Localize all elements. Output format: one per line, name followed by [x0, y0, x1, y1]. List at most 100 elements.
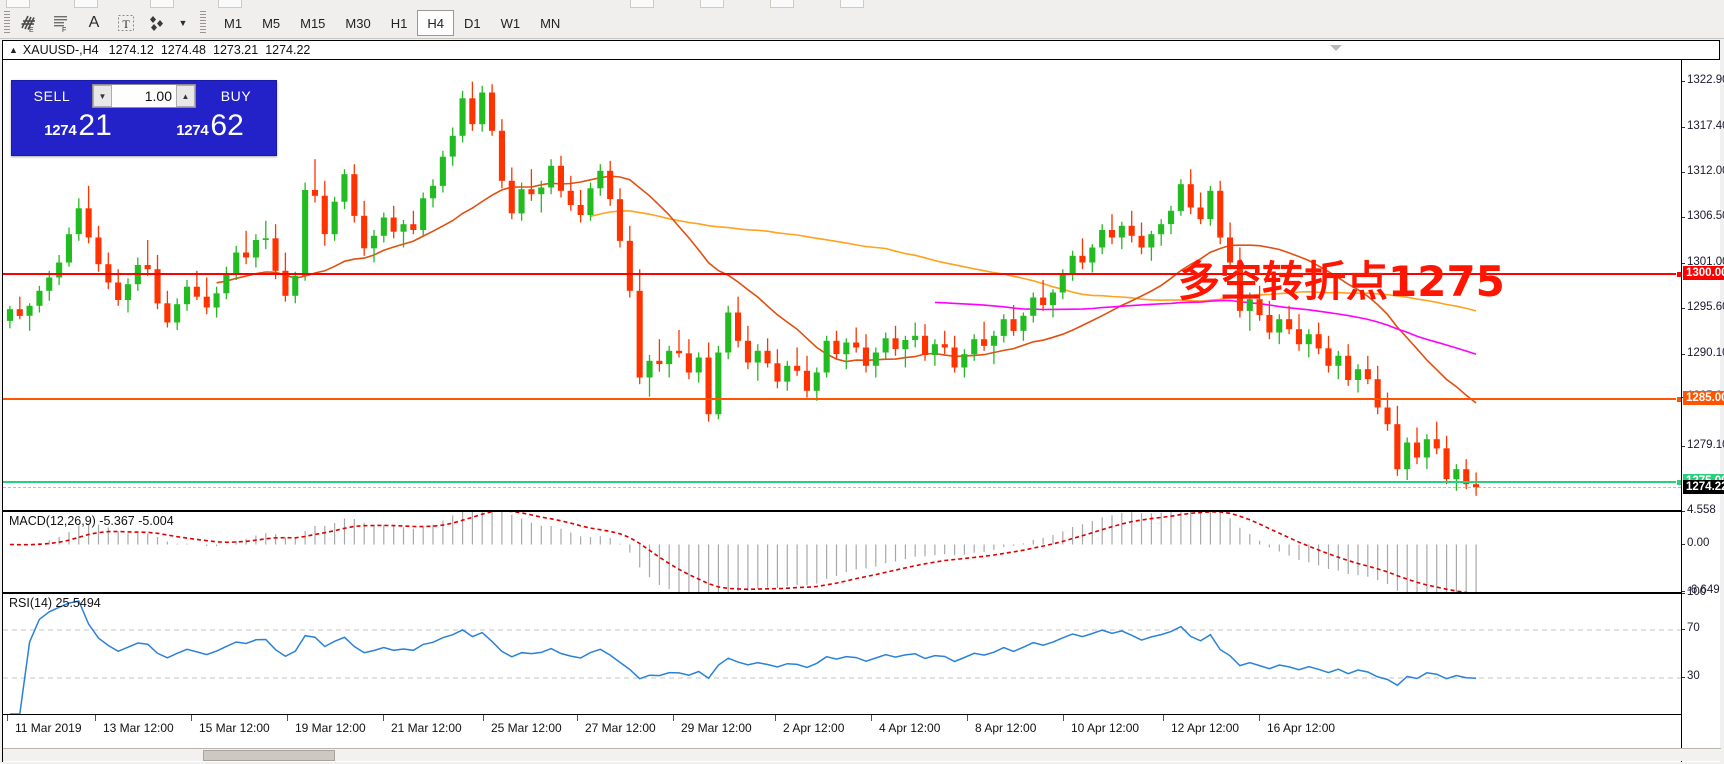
price-tick-label: 1322.90 [1687, 73, 1724, 86]
sell-price-display[interactable]: 1274 21 [15, 111, 141, 148]
time-axis-label: 10 Apr 12:00 [1071, 721, 1140, 735]
chart-plot-area[interactable]: MACD(12,26,9) -5.367 -5.004 RSI(14) 25.5… [3, 60, 1724, 762]
level-handle[interactable] [1676, 395, 1681, 403]
time-axis-label: 29 Mar 12:00 [681, 721, 752, 735]
ma-fast-line [934, 299, 1477, 355]
volume-input[interactable]: 1.00 [144, 88, 172, 104]
time-axis-tick [967, 715, 968, 721]
one-click-trade-panel[interactable]: SELL ▼ 1.00 ▲ BUY 1274 21 1274 62 [11, 80, 277, 156]
timeframe-button-m1[interactable]: M1 [224, 15, 243, 31]
rsi-label: RSI(14) 25.5494 [9, 596, 101, 610]
crosshair-button[interactable] [630, 0, 654, 8]
rsi-tick-label: 30 [1687, 670, 1700, 682]
sell-button[interactable]: SELL [33, 88, 71, 104]
timeframe-button-m15[interactable]: M15 [300, 15, 326, 31]
timeframe-button-m5[interactable]: M5 [262, 15, 281, 31]
rsi-tick-label: 100 [1687, 586, 1707, 598]
price-tick-label: 1306.50 [1687, 210, 1724, 223]
scrollbar-thumb[interactable] [203, 750, 335, 761]
time-axis-tick [7, 715, 8, 721]
volume-increment-icon[interactable]: ▲ [176, 85, 195, 107]
text-label-tool-icon[interactable]: T [113, 10, 139, 36]
chart-horizontal-scrollbar[interactable] [3, 748, 1721, 761]
price-pane[interactable] [3, 60, 1681, 512]
price-tick-label: 1290.10 [1687, 347, 1724, 359]
chart-symbol-label: XAUUSD-,H4 [22, 43, 99, 57]
macd-pane[interactable]: MACD(12,26,9) -5.367 -5.004 [3, 512, 1681, 594]
fractal-grid-icon[interactable]: F [49, 10, 75, 36]
candle-chart-button[interactable] [770, 0, 794, 8]
macd-tick-label: 4.558 [1687, 504, 1716, 516]
time-axis-label: 27 Mar 12:00 [585, 721, 656, 735]
volume-stepper[interactable]: ▼ 1.00 ▲ [92, 84, 196, 108]
toolbar-grip[interactable] [4, 11, 10, 35]
ohlc-value-2: 1273.21 [213, 43, 259, 57]
rsi-line [9, 600, 1477, 714]
objects-tool-icon[interactable] [145, 10, 171, 36]
price-tick-label: 1279.10 [1687, 438, 1724, 451]
new-chart-button[interactable] [6, 0, 30, 8]
timeframe-button-h4[interactable]: H4 [417, 10, 454, 36]
price-tick-label: 1301.00 [1687, 256, 1724, 269]
buy-button[interactable]: BUY [220, 88, 252, 104]
timeframe-group: M1 M5 M15 M30 H1 H4 D1 W1 MN [214, 10, 570, 36]
time-axis-label: 21 Mar 12:00 [391, 721, 462, 735]
expert-advisor-icon[interactable]: E [17, 10, 43, 36]
level-handle[interactable] [1676, 270, 1681, 278]
time-axis-label: 2 Apr 12:00 [783, 721, 845, 735]
buy-price-integer: 1274 [176, 122, 209, 139]
timeframe-button-h1[interactable]: H1 [390, 15, 408, 31]
time-axis-tick [871, 715, 872, 721]
chart-window: ▲ XAUUSD-,H4 1274.12 1274.48 1273.21 1274.2… [2, 40, 1724, 762]
chevron-down-icon[interactable] [1330, 45, 1342, 51]
time-axis-tick [383, 715, 384, 721]
price-tick-label: 1295.60 [1687, 301, 1724, 314]
price-scale-axis[interactable]: 1322.90 1317.40 1312.00 1306.50 1301.00 1295.… [1681, 60, 1724, 762]
macd-signal-line [9, 512, 1468, 592]
toolbar-main: E F A T [0, 8, 1724, 39]
buy-price-display[interactable]: 1274 62 [147, 111, 273, 148]
price-tick-label: 1317.40 [1687, 119, 1724, 132]
price-level-line-1285[interactable] [3, 395, 1681, 403]
time-axis-label: 19 Mar 12:00 [295, 721, 366, 735]
chart-ohlc-values: 1274.12 1274.48 1273.21 1274.22 [109, 43, 318, 57]
time-axis-tick [191, 715, 192, 721]
volume-decrement-icon[interactable]: ▼ [93, 85, 112, 107]
svg-text:F: F [62, 27, 66, 33]
objects-dropdown-icon[interactable]: ▼ [178, 18, 188, 28]
ohlc-value-0: 1274.12 [108, 43, 154, 57]
timeframe-button-d1[interactable]: D1 [463, 15, 481, 31]
macd-label: MACD(12,26,9) -5.367 -5.004 [9, 514, 174, 528]
candlestick-chart [6, 81, 1480, 496]
sell-price-integer: 1274 [44, 122, 77, 139]
bar-chart-button[interactable] [700, 0, 724, 8]
rsi-pane[interactable]: RSI(14) 25.5494 [3, 594, 1681, 715]
trade-panel-top-row: SELL ▼ 1.00 ▲ BUY [12, 81, 276, 111]
time-axis-label: 15 Mar 12:00 [199, 721, 270, 735]
time-axis-tick [1163, 715, 1164, 721]
text-tool-icon[interactable]: A [88, 14, 100, 31]
line-chart-button[interactable] [840, 0, 864, 8]
level-handle[interactable] [1676, 478, 1681, 486]
time-axis-tick [577, 715, 578, 721]
time-axis-tick [673, 715, 674, 721]
time-axis-label: 4 Apr 12:00 [879, 721, 941, 735]
profiles-button[interactable] [74, 0, 98, 8]
timeframe-button-m30[interactable]: M30 [345, 15, 371, 31]
folder-button[interactable] [150, 0, 174, 8]
price-level-line-1300[interactable] [3, 270, 1681, 278]
timeframe-group-grip[interactable] [200, 11, 206, 35]
price-badge-1300.00: 1300.00 [1683, 265, 1724, 280]
price-level-line-1275[interactable] [3, 478, 1681, 486]
timeframe-button-w1[interactable]: W1 [500, 15, 521, 31]
time-axis-label: 13 Mar 12:00 [103, 721, 174, 735]
chart-collapse-triangle-icon[interactable]: ▲ [9, 45, 18, 55]
time-axis-label: 8 Apr 12:00 [975, 721, 1037, 735]
macd-tick-label: 0.00 [1687, 536, 1710, 549]
current-price-line [3, 487, 1681, 489]
svg-text:T: T [122, 17, 130, 31]
indicator-list-button[interactable] [218, 0, 242, 8]
timeframe-button-mn[interactable]: MN [540, 15, 561, 31]
time-axis-tick [95, 715, 96, 721]
time-axis-label: 12 Apr 12:00 [1171, 721, 1240, 735]
